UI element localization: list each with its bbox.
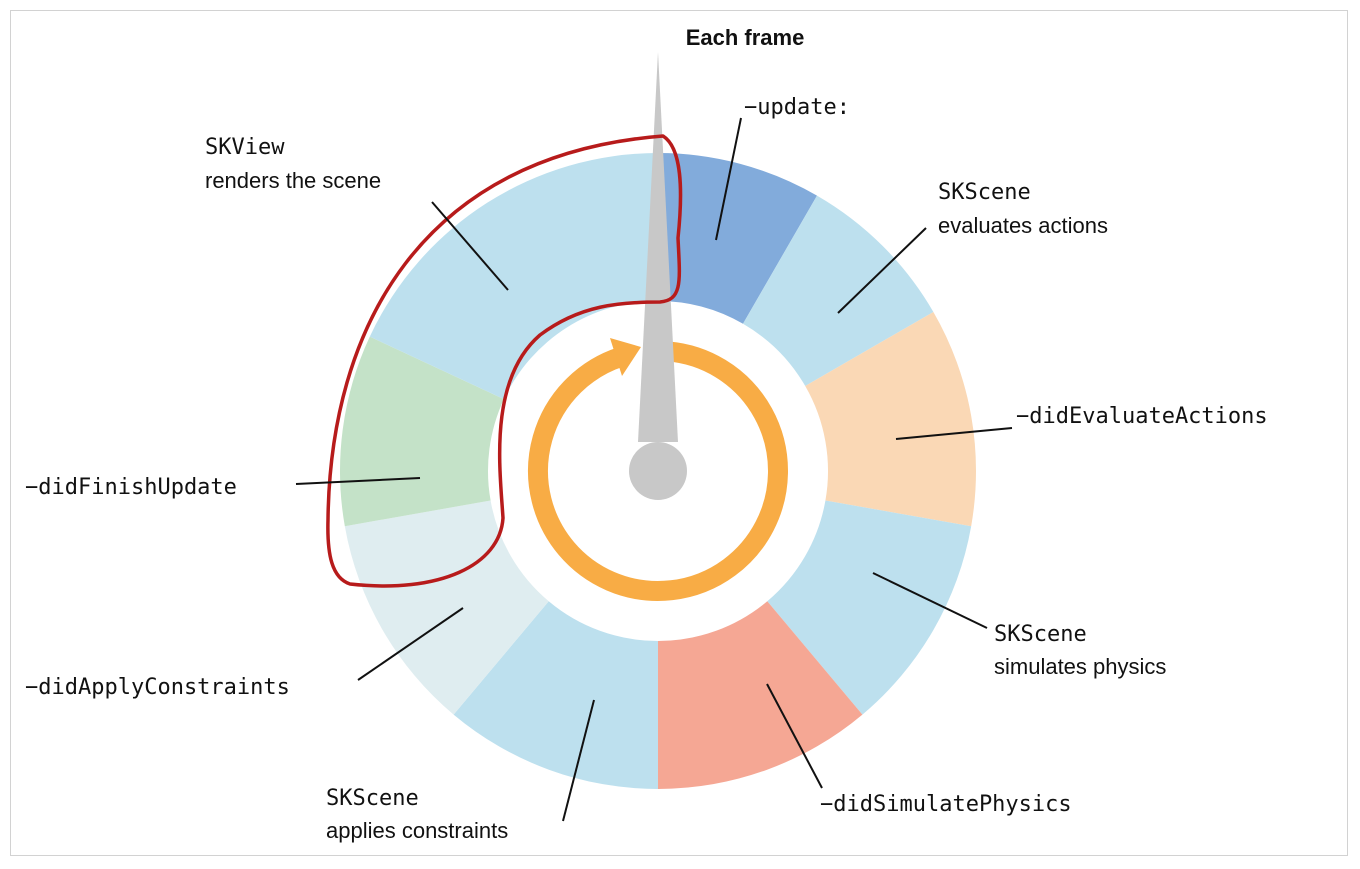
label-did-evaluate-actions: −didEvaluateActions (1016, 404, 1268, 429)
label-did-simulate-physics: −didSimulatePhysics (820, 792, 1072, 817)
segment-evaluate-actions (743, 195, 934, 386)
label-constraints-code: SKScene (326, 786, 419, 811)
clock-hand-icon (629, 52, 687, 500)
segment-did-evaluate-actions (805, 312, 976, 527)
label-render-text: renders the scene (205, 168, 381, 193)
segment-did-finish-update (340, 336, 504, 527)
label-update: −update: (744, 95, 850, 120)
highlight-outline (326, 134, 683, 588)
leader-evaluate-actions (837, 227, 927, 314)
label-did-finish-update: −didFinishUpdate (25, 475, 237, 500)
loop-arrow-icon (528, 338, 788, 601)
label-evaluate-text: evaluates actions (938, 213, 1108, 238)
leader-render-scene (431, 201, 509, 291)
segment-did-simulate-physics (658, 601, 863, 789)
label-constraints-text: applies constraints (326, 818, 508, 843)
diagram-frame (10, 10, 1348, 856)
segment-update (658, 153, 817, 324)
segment-render-scene (369, 152, 658, 400)
leader-update (715, 117, 742, 241)
label-simulate-text: simulates physics (994, 654, 1166, 679)
leader-did-simulate-physics (766, 683, 823, 789)
label-evaluate-code: SKScene (938, 180, 1031, 205)
diagram-title: Each frame (686, 25, 805, 50)
segment-did-apply-constraints (344, 500, 549, 715)
label-did-apply-constraints: −didApplyConstraints (25, 675, 290, 700)
leader-apply-constraints (562, 699, 595, 822)
leader-did-finish-update (295, 477, 421, 485)
leader-did-evaluate-actions (895, 427, 1013, 440)
segment-simulate-physics (767, 500, 972, 715)
label-simulate-code: SKScene (994, 622, 1087, 647)
segment-apply-constraints (453, 601, 658, 790)
leader-lines (295, 117, 1013, 822)
leader-simulate-physics (872, 572, 988, 629)
leader-did-apply-constraints (357, 607, 464, 681)
label-render-code: SKView (205, 135, 285, 160)
